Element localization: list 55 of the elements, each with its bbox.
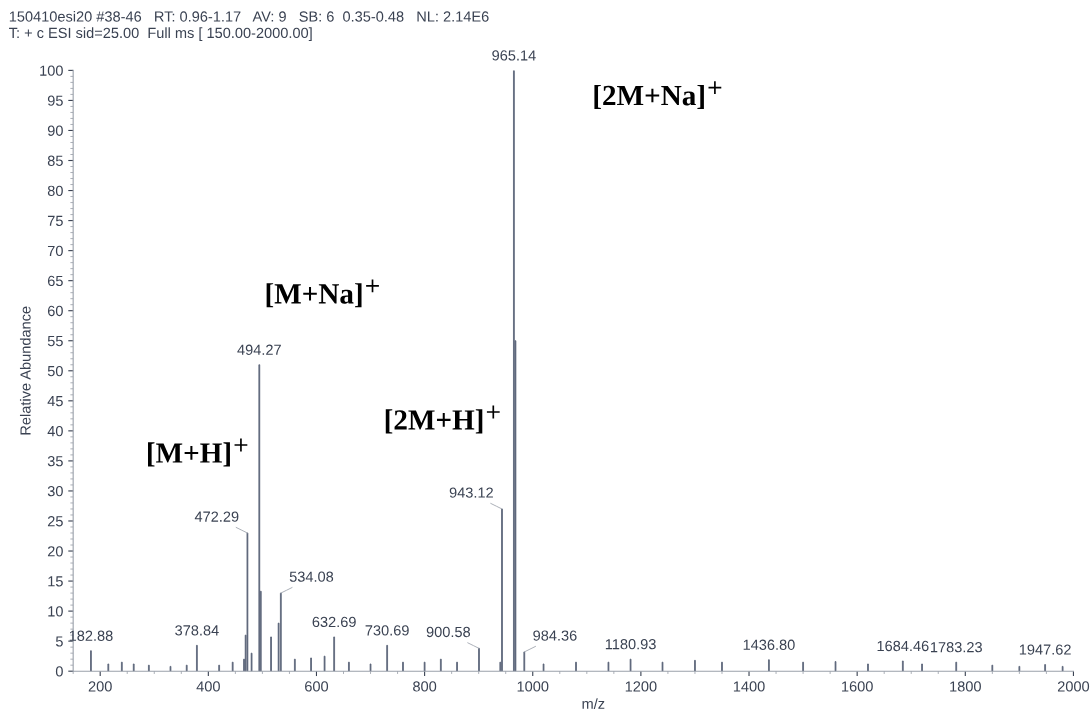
y-tick-label: 15: [48, 576, 63, 587]
annotation: [M+H]$^{+}$: [148, 438, 248, 467]
annotation: 494.27: [237, 344, 281, 355]
annotation: 965.14: [492, 50, 536, 61]
y-tick-label: 10: [48, 606, 63, 617]
y-tick-label: 0: [55, 666, 63, 677]
y-tick-label: 100: [40, 65, 63, 76]
y-tick-label: 75: [47, 215, 63, 227]
y-axis-title: Relative Abundance: [19, 306, 31, 435]
annotation: 1947.62: [1019, 644, 1071, 655]
y-tick-label: 60: [47, 305, 63, 317]
y-tick-label: 85: [47, 155, 63, 166]
annotation: 1783.23: [930, 642, 982, 653]
y-tick-label: 50: [47, 365, 63, 377]
y-tick-label: 20: [47, 546, 63, 557]
annotation: 182.88: [69, 630, 113, 641]
annotation: 730.69: [365, 625, 409, 636]
y-tick-label: 35: [47, 456, 63, 467]
x-tick-label: 800: [413, 681, 437, 692]
annotation: 1684.46: [877, 640, 929, 652]
y-tick-label: 65: [47, 275, 63, 287]
annotation: 472.29: [194, 511, 239, 522]
y-tick-label: 25: [47, 516, 63, 527]
annotation: 900.58: [426, 626, 471, 638]
x-tick-label: 2000: [1057, 681, 1090, 692]
y-tick-label: 40: [47, 425, 63, 437]
annotation: [2M+Na]$^{+}$: [594, 81, 722, 110]
annotation: 943.12: [449, 487, 493, 498]
x-tick-label: 1000: [517, 681, 549, 692]
y-tick-label: 95: [47, 95, 63, 106]
y-tick-label: 55: [47, 336, 63, 347]
annotation: 378.84: [175, 625, 219, 636]
x-axis-title: m/z: [582, 698, 605, 709]
y-tick-label: 30: [47, 486, 63, 497]
y-tick-label: 80: [47, 185, 63, 196]
x-tick-label: 1400: [733, 681, 765, 692]
annotation: [2M+H]$^{+}$: [385, 405, 500, 434]
annotation: 1180.93: [605, 639, 656, 650]
y-tick-label: 70: [47, 245, 63, 257]
y-tick-label: 5: [55, 636, 63, 647]
annotation: 632.69: [312, 616, 356, 628]
x-tick-label: 200: [88, 681, 112, 692]
annotation: 534.08: [289, 571, 334, 582]
x-tick-label: 1600: [842, 681, 873, 692]
annotation: 1436.80: [743, 639, 795, 650]
x-tick-label: 600: [305, 681, 329, 692]
chart-title: 150410esi20 #38-46 RT: 0.96-1.17 AV: 9 SB: 6 0.35-0.48 NL: 2.14E6: [9, 10, 489, 22]
y-tick-label: 90: [47, 125, 63, 136]
annotation: [M+Na]$^{+}$: [266, 279, 379, 308]
x-tick-label: 1200: [625, 681, 657, 692]
y-tick-label: 45: [47, 396, 63, 407]
chart-subtitle: T: + c ESI sid=25.00 Full ms [ 150.00-2000.00]: [9, 27, 312, 41]
annotation: 984.36: [533, 630, 577, 641]
x-tick-label: 400: [196, 681, 220, 692]
x-tick-label: 1800: [950, 681, 981, 692]
